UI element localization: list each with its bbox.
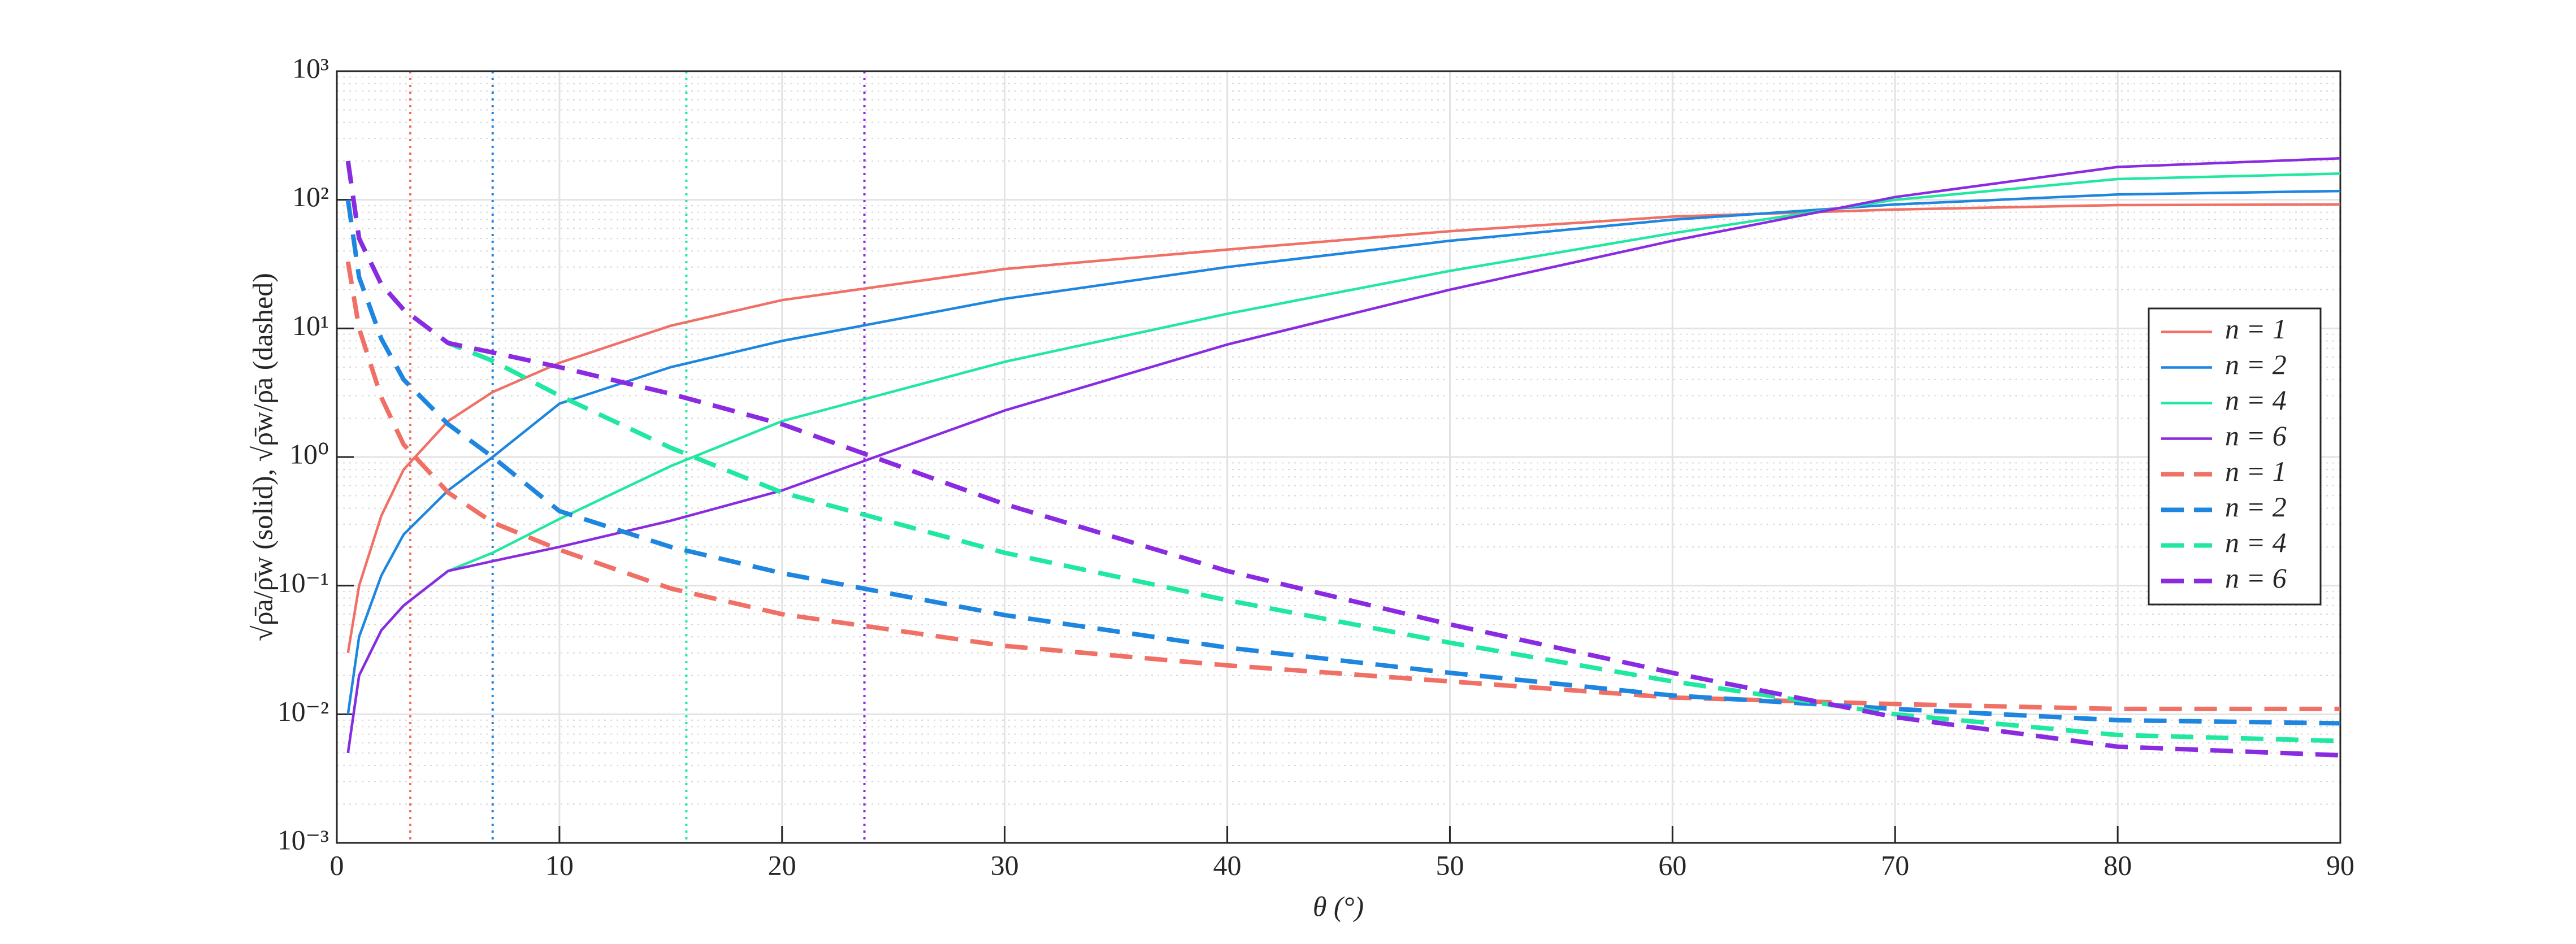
x-tick-label: 30 — [991, 849, 1019, 881]
series-line — [345, 160, 2341, 758]
x-tick-label: 10 — [545, 849, 574, 881]
legend-label: n = 6 — [2225, 562, 2287, 594]
y-axis-label: √ρ̄a/ρ̄w (solid), √ρ̄w/ρ̄a (dashed) — [246, 273, 278, 641]
x-tick-label: 50 — [1436, 849, 1464, 881]
series-line — [345, 261, 2340, 711]
series-line — [346, 189, 2341, 715]
x-tick-label: 60 — [1658, 849, 1686, 881]
x-tick-label: 70 — [1881, 849, 1909, 881]
series-line — [345, 199, 2341, 726]
y-tick-label: 10² — [292, 181, 329, 212]
legend-label: n = 2 — [2225, 349, 2287, 380]
legend-label: n = 6 — [2225, 420, 2287, 451]
legend-label: n = 4 — [2225, 384, 2287, 416]
series-line — [346, 157, 2341, 754]
y-tick-label: 10⁻² — [277, 695, 329, 727]
plot-frame — [336, 70, 2341, 844]
legend-box — [2148, 307, 2322, 606]
x-tick-label: 80 — [2104, 849, 2132, 881]
x-tick-label: 0 — [330, 849, 344, 881]
y-tick-label: 10³ — [292, 52, 329, 84]
legend-label: n = 2 — [2225, 491, 2287, 523]
legend-label: n = 1 — [2225, 455, 2287, 487]
legend-label: n = 4 — [2225, 527, 2287, 558]
y-tick-label: 10⁰ — [289, 438, 329, 469]
y-tick-label: 10⁻¹ — [277, 567, 329, 598]
x-tick-label: 20 — [768, 849, 796, 881]
x-tick-label: 90 — [2326, 849, 2354, 881]
x-axis-label: θ (°) — [1313, 890, 1364, 922]
x-tick-label: 40 — [1213, 849, 1242, 881]
y-tick-label: 10¹ — [292, 310, 329, 341]
y-tick-label: 10⁻³ — [277, 824, 329, 855]
legend-label: n = 1 — [2225, 313, 2287, 345]
